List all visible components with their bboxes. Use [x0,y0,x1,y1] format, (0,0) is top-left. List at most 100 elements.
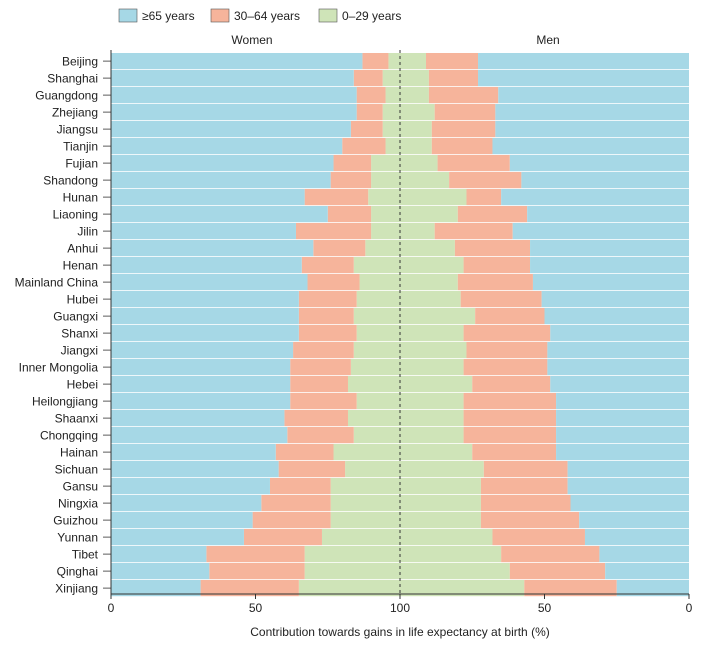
bar-women-age30_64 [295,223,372,240]
bar-women-age30_64 [293,342,354,359]
row-label: Hainan [60,446,98,460]
bar-women-age0_29 [371,206,400,223]
bar-women-age65 [111,308,299,325]
bar-women-age0_29 [353,342,400,359]
row-guangdong [111,87,689,104]
bar-women-age65 [111,580,201,597]
row-label: Shanghai [47,72,98,86]
bar-women-age30_64 [298,291,357,308]
bars [111,53,689,597]
bar-women-age65 [111,257,302,274]
bar-women-age65 [111,546,207,563]
bar-women-age0_29 [333,444,400,461]
bar-men-age30_64 [463,393,557,410]
bar-men-age30_64 [480,495,571,512]
bar-women-age65 [111,529,244,546]
row-jiangsu [111,121,689,138]
bar-women-age30_64 [333,155,372,172]
row-label: Sichuan [55,463,98,477]
row-label: Chongqing [40,429,98,443]
bar-women-age65 [111,342,294,359]
bar-men-age65 [492,138,689,155]
bar-men-age30_64 [480,478,568,495]
row-label: Jiangsu [57,123,98,137]
row-beijing [111,53,689,70]
bar-men-age0_29 [400,308,476,325]
bar-women-age0_29 [304,546,400,563]
bar-men-age0_29 [400,444,473,461]
bar-women-age0_29 [353,427,400,444]
legend-swatch-age65 [118,8,138,23]
row-label: Qinghai [57,565,98,579]
bar-women-age0_29 [330,495,400,512]
row-label: Fujian [65,157,98,171]
bar-men-age0_29 [400,104,435,121]
legend-swatch-age30_64 [210,8,230,23]
bar-men-age65 [584,529,689,546]
bar-men-age65 [501,189,689,206]
bar-men-age0_29 [400,189,467,206]
bar-women-age30_64 [287,427,354,444]
row-jiangxi [111,342,689,359]
panel-title-women: Women [231,33,272,47]
row-label: Liaoning [53,208,98,222]
row-tianjin [111,138,689,155]
bar-men-age65 [532,274,689,291]
x-tick-label: 0 [686,601,693,615]
bar-men-age30_64 [463,359,548,376]
row-label: Mainland China [15,276,99,290]
row-hebei [111,376,689,393]
x-tick-label: 50 [249,601,263,615]
legend-label-age0_29: 0–29 years [342,9,401,23]
bar-men-age0_29 [400,376,473,393]
row-label: Heilongjiang [32,395,98,409]
bar-women-age0_29 [382,121,400,138]
bar-men-age0_29 [400,461,484,478]
bar-men-age0_29 [400,359,464,376]
bar-women-age0_29 [353,308,400,325]
bar-women-age0_29 [347,410,400,427]
row-label: Hubei [67,293,98,307]
bar-women-age0_29 [304,563,400,580]
bar-women-age65 [111,53,363,70]
bar-women-age65 [111,274,308,291]
bar-women-age0_29 [365,240,400,257]
bar-men-age30_64 [457,206,528,223]
bar-women-age30_64 [269,478,331,495]
bar-women-age30_64 [200,580,299,597]
row-chongqing [111,427,689,444]
bar-women-age65 [111,359,291,376]
bar-men-age65 [547,342,689,359]
bar-men-age65 [616,580,689,597]
row-hubei [111,291,689,308]
row-label: Tibet [72,548,99,562]
bar-men-age65 [527,206,689,223]
bar-women-age30_64 [290,393,357,410]
bar-men-age65 [530,257,689,274]
bar-women-age0_29 [356,393,400,410]
row-hunan [111,189,689,206]
bar-men-age0_29 [400,155,438,172]
bar-men-age30_64 [428,87,499,104]
legend-label-age65: ≥65 years [142,9,195,23]
bar-women-age30_64 [342,138,386,155]
bar-men-age65 [495,121,689,138]
bar-men-age65 [556,410,689,427]
bar-men-age0_29 [400,70,429,87]
bar-men-age65 [556,444,689,461]
bar-men-age30_64 [431,121,496,138]
bar-men-age30_64 [501,546,600,563]
row-yunnan [111,529,689,546]
bar-men-age30_64 [480,512,580,529]
bar-women-age30_64 [327,206,372,223]
row-label: Zhejiang [52,106,98,120]
bar-women-age30_64 [298,308,354,325]
bar-men-age0_29 [400,87,429,104]
bar-women-age65 [111,223,296,240]
bar-men-age65 [567,461,689,478]
row-label: Shandong [43,174,98,188]
bar-men-age65 [495,104,689,121]
bar-men-age65 [478,70,689,87]
bar-men-age30_64 [492,529,585,546]
bar-women-age65 [111,121,351,138]
